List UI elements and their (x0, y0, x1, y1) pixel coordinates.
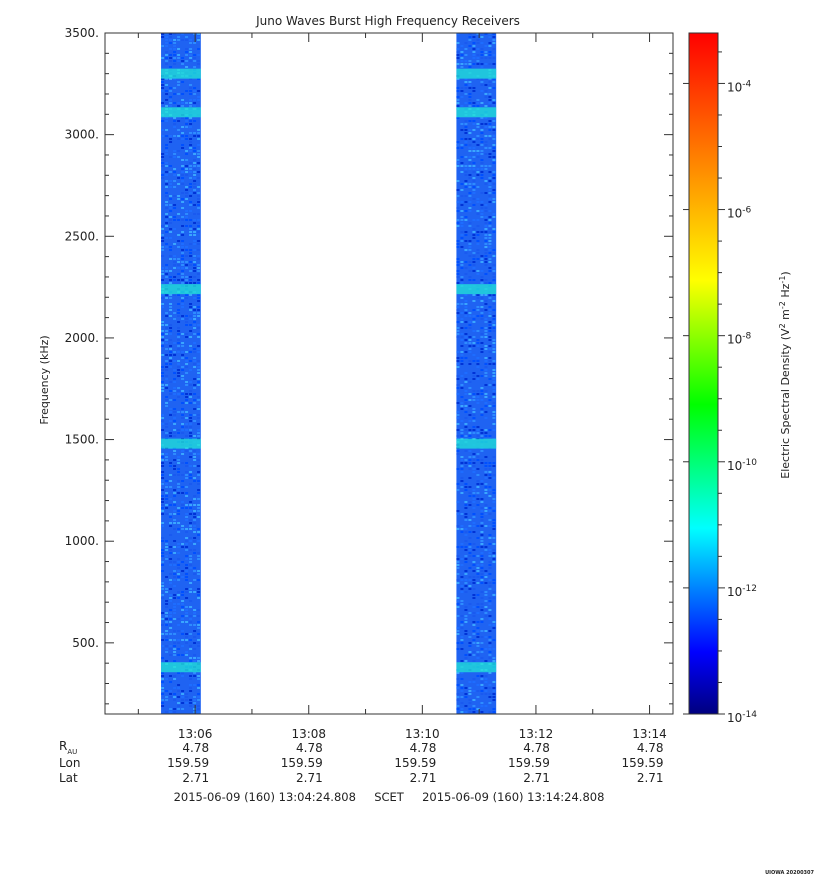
ephemeris-value: 159.59 (281, 756, 323, 770)
bright-band (161, 438, 201, 449)
y-tick-label: 500. (72, 636, 99, 650)
colorbar-axis: 10-4 10-6 10-8 10-10 10-12 10-14 (683, 51, 757, 725)
colorbar-tick-label: 10-8 (727, 332, 752, 347)
burst-layer (161, 33, 497, 714)
chart-title: Juno Waves Burst High Frequency Receiver… (255, 14, 520, 28)
colorbar-tick-label: 10-10 (727, 458, 757, 473)
ephemeris-value: 2.71 (410, 771, 437, 785)
bright-band (161, 68, 201, 79)
ephemeris-row-label: Lon (59, 756, 80, 770)
y-axis-label: Frequency (kHz) (38, 335, 51, 424)
ephemeris-row-label: Lat (59, 771, 78, 785)
colorbar-tick-label: 10-4 (727, 79, 752, 94)
ephemeris-value: 4.78 (410, 741, 437, 755)
y-tick-label: 3000. (65, 128, 99, 142)
colorbar (688, 32, 719, 715)
ephemeris-value: 2.71 (637, 771, 664, 785)
ephemeris-value: 4.78 (182, 741, 209, 755)
ephemeris-value: 159.59 (394, 756, 436, 770)
ephemeris-value: 2.71 (182, 771, 209, 785)
bright-band (161, 107, 201, 118)
ephemeris-value: 4.78 (637, 741, 664, 755)
y-tick-label: 1000. (65, 534, 99, 548)
bright-band (456, 438, 497, 449)
x-tick-label: 13:14 (632, 727, 667, 741)
colorbar-tick-label: 10-12 (727, 584, 757, 599)
x-tick-label: 13:12 (519, 727, 554, 741)
burst-column-2 (456, 33, 497, 714)
ephemeris-value: 159.59 (167, 756, 209, 770)
ephemeris-value: 159.59 (622, 756, 664, 770)
bright-band (456, 107, 497, 118)
y-tick-label: 2500. (65, 229, 99, 243)
time-range: 2015-06-09 (160) 13:04:24.808 SCET 2015-… (174, 790, 605, 804)
footer-stamp: UIOWA 20200307 (765, 870, 814, 876)
ephemeris-value: 4.78 (296, 741, 323, 755)
plot-frame (104, 32, 674, 715)
x-tick-label: 13:06 (178, 727, 213, 741)
ephemeris-value: 2.71 (296, 771, 323, 785)
ephemeris-value: 2.71 (523, 771, 550, 785)
bright-band (456, 68, 497, 79)
burst-column-1 (161, 33, 201, 714)
bright-band (456, 284, 497, 295)
colorbar-tick-label: 10-14 (727, 710, 757, 725)
ephemeris-value: 159.59 (508, 756, 550, 770)
colorbar-tick-label: 10-6 (727, 206, 752, 221)
x-tick-label: 13:10 (405, 727, 440, 741)
colorbar-label: Electric Spectral Density (V2 m-2 Hz-1) (778, 271, 793, 478)
ephemeris-row-label: RAU (59, 739, 77, 756)
y-tick-label: 2000. (65, 331, 99, 345)
y-tick-label: 3500. (65, 26, 99, 40)
bright-band (161, 284, 201, 295)
ephemeris-value: 4.78 (523, 741, 550, 755)
bright-band (456, 662, 497, 673)
x-tick-label: 13:08 (291, 727, 326, 741)
y-tick-label: 1500. (65, 433, 99, 447)
bright-band (161, 662, 201, 673)
y-axis: 500. 1000. 1500. 2000. 2500. 3000. 3500. (65, 26, 673, 705)
x-axis: 13:06 13:08 13:10 13:12 13:14 (137, 33, 667, 741)
